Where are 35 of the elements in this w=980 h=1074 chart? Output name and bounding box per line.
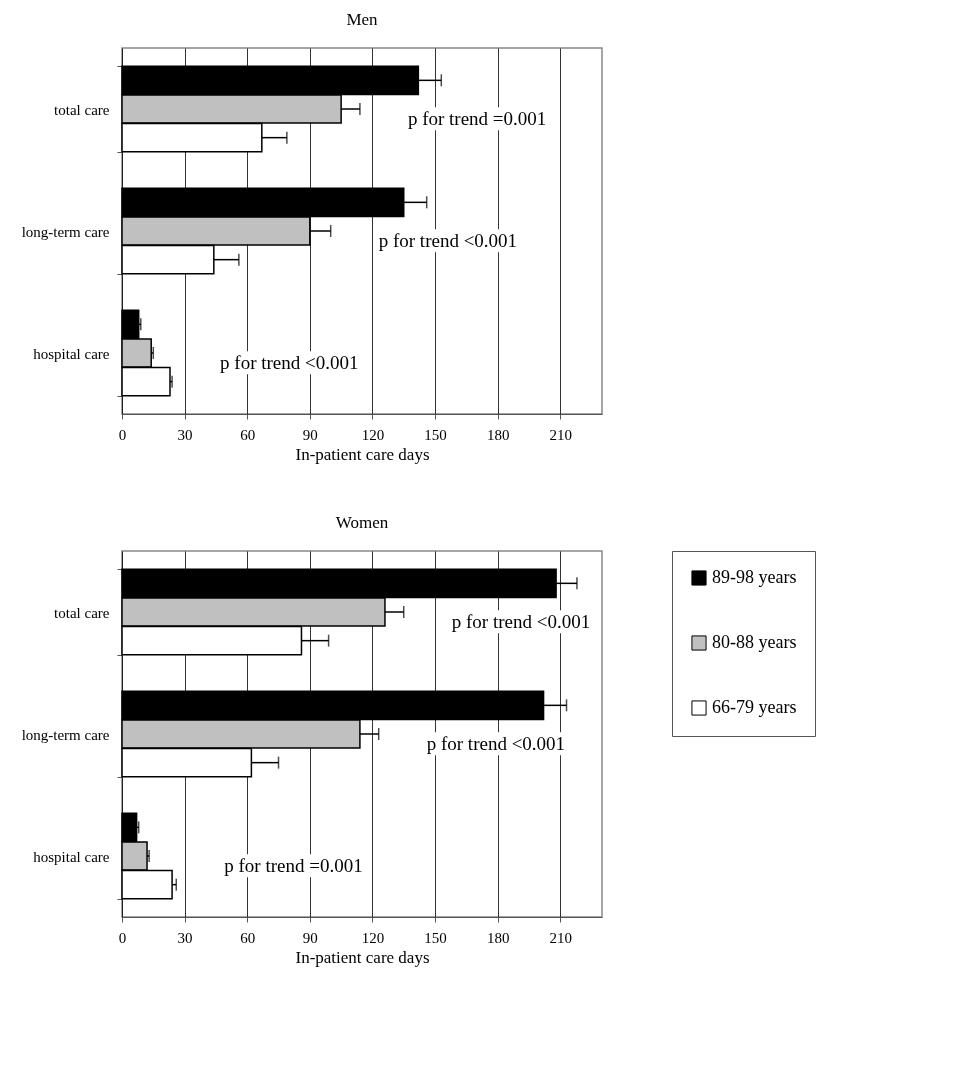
x-tick-label: 180 (486, 929, 510, 946)
annotation: p for trend <0.001 (220, 352, 359, 374)
x-tick-label: 30 (177, 426, 193, 443)
x-tick-label: 0 (118, 426, 127, 443)
chart-title: Women (335, 513, 389, 532)
y-tick-label: hospital care (33, 345, 110, 362)
y-tick-label: long-term care (21, 223, 110, 240)
annotation: p for trend <0.001 (378, 230, 518, 252)
x-tick-label: 90 (302, 426, 318, 443)
chart-title: Men (346, 10, 379, 29)
x-tick-label: 30 (177, 929, 193, 946)
x-tick-label: 0 (118, 929, 127, 946)
y-tick-label: long-term care (21, 726, 110, 743)
x-tick-label: 180 (486, 426, 510, 443)
x-tick-label: 90 (302, 929, 318, 946)
x-tick-label: 60 (240, 929, 256, 946)
y-tick-label: hospital care (33, 848, 110, 865)
x-tick-label: 60 (240, 426, 256, 443)
legend-label: 89-98 years (712, 567, 797, 587)
x-axis-title: In-patient care days (295, 444, 430, 464)
x-tick-label: 120 (361, 426, 385, 443)
y-tick-label: total care (54, 604, 110, 621)
annotation: p for trend <0.001 (451, 611, 591, 633)
x-tick-label: 210 (549, 426, 573, 443)
y-tick-label: total care (54, 101, 110, 118)
legend-label: 66-79 years (712, 697, 797, 717)
annotation: p for trend <0.001 (426, 733, 566, 755)
x-tick-label: 210 (549, 929, 573, 946)
annotation: p for trend =0.001 (224, 855, 363, 877)
annotation: p for trend =0.001 (407, 108, 547, 130)
legend-label: 80-88 years (712, 632, 797, 652)
x-tick-label: 120 (361, 929, 385, 946)
x-axis-title: In-patient care days (295, 947, 430, 967)
x-tick-label: 150 (424, 929, 447, 946)
x-tick-label: 150 (424, 426, 447, 443)
